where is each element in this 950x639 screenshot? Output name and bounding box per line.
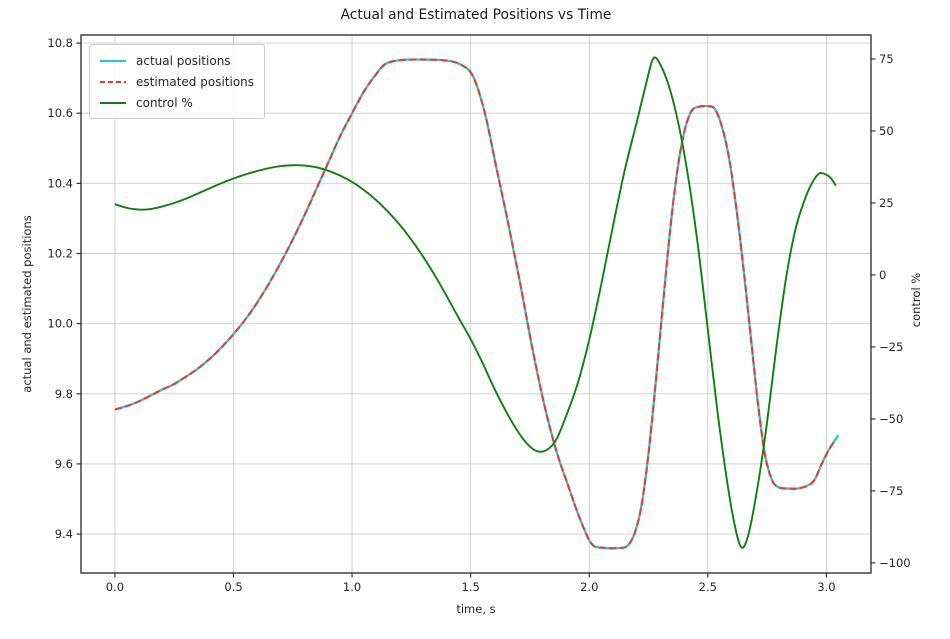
y-left-tick-label: 10.4: [47, 176, 73, 190]
y-right-tick-label: −75: [879, 484, 903, 498]
y-right-tick-label: −25: [879, 340, 903, 354]
legend-label-actual: actual positions: [136, 53, 231, 68]
legend-item-estimated-positions: estimated positions: [98, 71, 254, 92]
y-left-tick-label: 10.8: [47, 36, 73, 50]
y-left-tick-label: 10.6: [47, 106, 73, 120]
y-right-tick-label: 75: [879, 52, 894, 66]
chart-title: Actual and Estimated Positions vs Time: [340, 7, 612, 23]
y-left-tick-label: 10.2: [47, 246, 73, 260]
y-right-tick-label: 50: [879, 124, 894, 138]
plot-area: [114, 56, 840, 550]
actual-positions-line: [114, 58, 840, 550]
legend-label-estimated: estimated positions: [136, 74, 255, 89]
legend-item-actual-positions: actual positions: [98, 50, 254, 71]
legend-line-sample-actual: [100, 59, 126, 62]
x-tick-label: 3.0: [817, 580, 835, 594]
estimated-positions-line: [114, 58, 837, 550]
y-left-tick-label: 9.6: [55, 457, 73, 471]
y-right-tick-label: −100: [879, 556, 911, 570]
y-right-tick-label: 25: [879, 196, 894, 210]
y-axis-label-left: actual and estimated positions: [20, 215, 34, 393]
x-tick-label: 2.0: [580, 580, 598, 594]
x-tick-label: 2.5: [699, 580, 717, 594]
control--line: [114, 56, 837, 549]
y-left-tick-label: 9.8: [55, 387, 73, 401]
x-tick-label: 0.5: [224, 580, 242, 594]
x-axis-label: time, s: [456, 602, 496, 616]
y-right-tick-label: 0: [879, 268, 886, 282]
plot-frame: [80, 34, 872, 574]
legend-line-sample-estimated: [100, 80, 126, 83]
grid-lines: [81, 35, 871, 573]
x-tick-label: 1.5: [462, 580, 480, 594]
y-left-tick-label: 9.4: [55, 527, 73, 541]
y-left-tick-label: 10.0: [47, 317, 73, 331]
legend: actual positions estimated positions con…: [89, 44, 266, 119]
legend-line-sample-control: [100, 101, 126, 104]
legend-item-control: control %: [98, 92, 254, 113]
y-right-tick-label: −50: [879, 412, 903, 426]
x-tick-label: 0.0: [106, 580, 124, 594]
y-axis-label-right: control %: [909, 272, 923, 328]
legend-label-control: control %: [136, 95, 193, 110]
tick-marks: [76, 42, 876, 578]
x-tick-label: 1.0: [343, 580, 361, 594]
tick-labels: 0.0 0.5 1.0 1.5 2.0 2.5 3.0 9.4 9.6 9.8 10.0 10.2 10…: [47, 36, 910, 594]
